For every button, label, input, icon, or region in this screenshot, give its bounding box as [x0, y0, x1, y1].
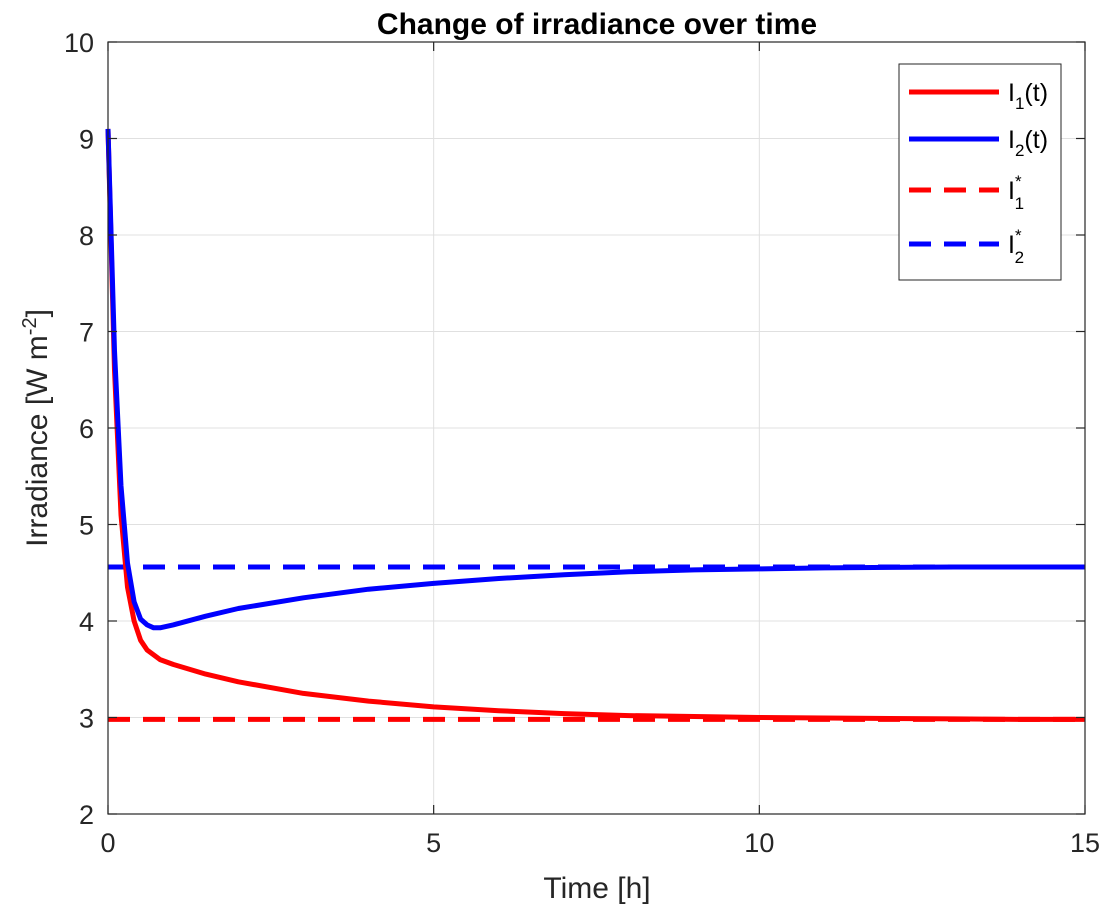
y-tick-label: 6 [79, 414, 94, 444]
y-tick-label: 5 [79, 511, 94, 541]
y-tick-label: 4 [79, 607, 94, 637]
y-axis-label-close: ] [21, 309, 54, 317]
y-tick-label: 7 [79, 318, 94, 348]
grid [108, 42, 1085, 814]
y-axis-label-main: Irradiance [W m [21, 335, 54, 547]
x-tick-label: 5 [426, 828, 441, 858]
y-tick-label: 9 [79, 125, 94, 155]
legend: I1(t) I2(t) I* 1 I* 2 [898, 63, 1062, 281]
y-tick-label: 3 [79, 704, 94, 734]
y-tick-label: 10 [64, 28, 94, 58]
x-tick-label: 0 [100, 828, 115, 858]
y-axis-label: Irradiance [W m-2] [19, 309, 54, 547]
legend-label: I2(t) [1008, 126, 1048, 160]
chart-title: Change of irradiance over time [377, 8, 817, 41]
y-axis-label-exponent: -2 [19, 317, 41, 335]
legend-label: I* 2 [1008, 226, 1024, 267]
series-line-i2t [105, 128, 1085, 631]
plot-lines [105, 128, 1085, 722]
y-tick-label: 2 [79, 800, 94, 830]
x-tick-label: 15 [1070, 828, 1100, 858]
x-axis-label: Time [h] [543, 872, 650, 905]
ticks: 0 5 10 15 2 3 4 5 6 7 8 9 10 [64, 28, 1100, 858]
y-tick-label: 8 [79, 221, 94, 251]
series-line-i1t [105, 128, 1085, 722]
legend-label: I* 1 [1008, 172, 1024, 213]
legend-label: I1(t) [1008, 79, 1048, 113]
x-tick-label: 10 [744, 828, 774, 858]
